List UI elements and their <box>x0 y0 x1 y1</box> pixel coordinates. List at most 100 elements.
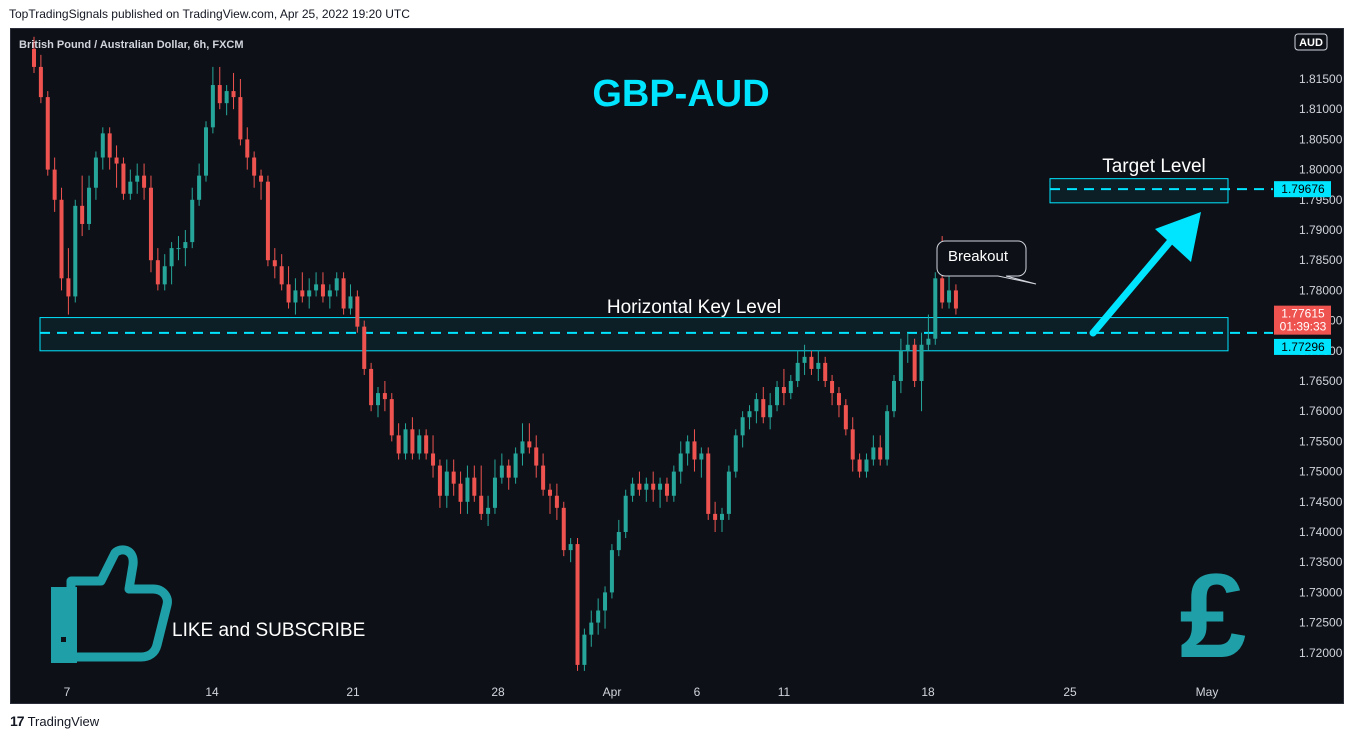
candle[interactable] <box>871 435 876 466</box>
candle[interactable] <box>953 284 958 315</box>
candle[interactable] <box>369 362 374 412</box>
candle[interactable] <box>781 368 786 406</box>
candle[interactable] <box>87 175 92 230</box>
key-price-tag[interactable]: 1.77296 <box>1274 338 1331 355</box>
candle[interactable] <box>609 544 614 599</box>
candle[interactable] <box>726 465 731 520</box>
candle[interactable] <box>658 477 663 508</box>
candle[interactable] <box>259 169 264 200</box>
candle[interactable] <box>754 393 759 424</box>
key-level-zone[interactable] <box>39 317 1229 352</box>
currency-badge[interactable]: AUD <box>1294 33 1328 51</box>
candle[interactable] <box>417 429 422 460</box>
candle[interactable] <box>919 332 924 412</box>
target-price-tag[interactable]: 1.79676 <box>1274 181 1331 198</box>
candle[interactable] <box>162 254 167 291</box>
candle[interactable] <box>217 66 222 110</box>
candle[interactable] <box>678 441 683 484</box>
candle[interactable] <box>534 435 539 478</box>
candle[interactable] <box>341 272 346 315</box>
candle[interactable] <box>348 284 353 315</box>
candle[interactable] <box>479 465 484 520</box>
candle[interactable] <box>389 393 394 442</box>
candle[interactable] <box>190 187 195 249</box>
candle[interactable] <box>80 175 85 237</box>
candle[interactable] <box>121 157 126 200</box>
target-level-zone[interactable] <box>1049 178 1229 204</box>
candle[interactable] <box>823 356 828 388</box>
candle[interactable] <box>245 127 250 170</box>
candle[interactable] <box>492 459 497 514</box>
candle[interactable] <box>334 272 339 297</box>
candle[interactable] <box>898 338 903 394</box>
candle[interactable] <box>878 435 883 466</box>
candle[interactable] <box>843 399 848 436</box>
candle[interactable] <box>630 477 635 502</box>
candle[interactable] <box>204 121 208 182</box>
candle[interactable] <box>458 471 463 514</box>
candle[interactable] <box>32 36 36 73</box>
candle[interactable] <box>685 435 690 466</box>
candle[interactable] <box>451 459 456 496</box>
candle[interactable] <box>382 381 387 412</box>
candle[interactable] <box>59 187 64 291</box>
candle[interactable] <box>706 447 711 520</box>
candle[interactable] <box>265 175 270 267</box>
candle[interactable] <box>169 242 174 285</box>
candle[interactable] <box>561 501 566 557</box>
candle[interactable] <box>279 254 284 291</box>
candle[interactable] <box>307 278 312 309</box>
candle[interactable] <box>45 91 50 176</box>
candle[interactable] <box>816 350 821 381</box>
candle[interactable] <box>664 477 669 502</box>
candle[interactable] <box>775 381 780 412</box>
candle[interactable] <box>933 272 938 345</box>
chart-frame[interactable]: British Pound / Australian Dollar, 6h, F… <box>10 28 1344 704</box>
candle[interactable] <box>616 519 621 557</box>
candle[interactable] <box>603 586 608 629</box>
candle[interactable] <box>73 199 78 303</box>
candle[interactable] <box>596 598 601 635</box>
candle[interactable] <box>575 538 580 671</box>
time-axis[interactable]: 7 14 21 28 Apr 6 11 18 25 May <box>64 685 1219 699</box>
candle[interactable] <box>293 278 298 315</box>
candle[interactable] <box>692 429 697 472</box>
candle[interactable] <box>912 338 917 388</box>
candle[interactable] <box>836 387 841 418</box>
price-axis[interactable]: 1.815001.810001.805001.800001.795001.790… <box>1299 72 1343 660</box>
candle[interactable] <box>802 344 807 375</box>
candle[interactable] <box>38 54 43 104</box>
candle[interactable] <box>740 411 745 448</box>
candle[interactable] <box>327 284 332 309</box>
candle[interactable] <box>155 248 160 291</box>
candle[interactable] <box>52 157 57 212</box>
candle[interactable] <box>355 290 360 333</box>
candle[interactable] <box>548 483 552 514</box>
candle[interactable] <box>905 332 910 363</box>
candle[interactable] <box>197 163 202 206</box>
candle[interactable] <box>651 471 656 502</box>
candle[interactable] <box>541 453 546 496</box>
candle[interactable] <box>520 423 525 466</box>
candle[interactable] <box>568 538 573 563</box>
candle[interactable] <box>183 230 188 267</box>
candle[interactable] <box>699 447 704 478</box>
candle[interactable] <box>300 272 305 303</box>
cta-label[interactable]: LIKE and SUBSCRIBE <box>172 620 365 641</box>
candle[interactable] <box>850 417 855 472</box>
candle[interactable] <box>733 429 738 478</box>
candle[interactable] <box>644 477 649 502</box>
candle[interactable] <box>431 435 436 478</box>
candle[interactable] <box>148 175 153 273</box>
candle[interactable] <box>444 459 449 508</box>
candle[interactable] <box>637 471 642 496</box>
candle[interactable] <box>589 610 594 647</box>
candle[interactable] <box>623 489 628 539</box>
candle[interactable] <box>376 387 380 418</box>
tradingview-brand[interactable]: TradingView <box>27 713 100 729</box>
candle[interactable] <box>210 66 215 134</box>
candle[interactable] <box>720 507 724 532</box>
candle[interactable] <box>506 459 511 490</box>
candle[interactable] <box>768 393 773 430</box>
